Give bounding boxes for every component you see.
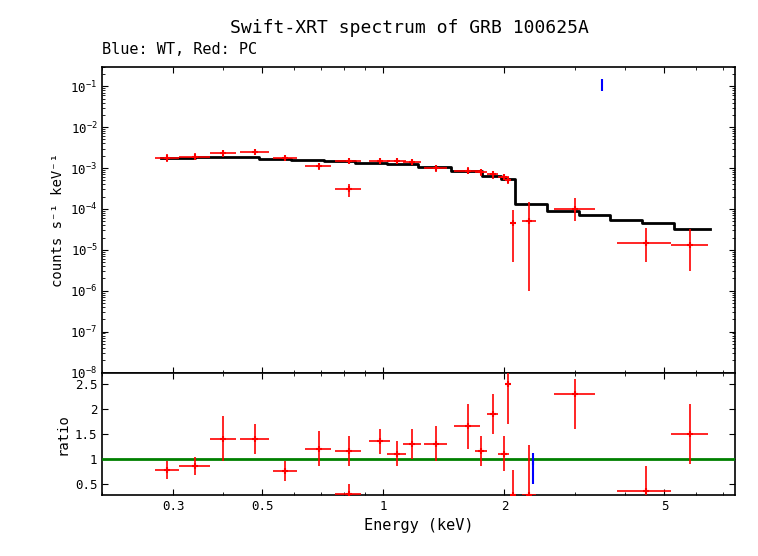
Y-axis label: counts s⁻¹ keV⁻¹: counts s⁻¹ keV⁻¹ (51, 152, 64, 287)
X-axis label: Energy (keV): Energy (keV) (364, 518, 474, 533)
Text: Blue: WT, Red: PC: Blue: WT, Red: PC (102, 42, 258, 57)
Y-axis label: ratio: ratio (55, 413, 70, 455)
Text: Swift-XRT spectrum of GRB 100625A: Swift-XRT spectrum of GRB 100625A (230, 19, 589, 37)
